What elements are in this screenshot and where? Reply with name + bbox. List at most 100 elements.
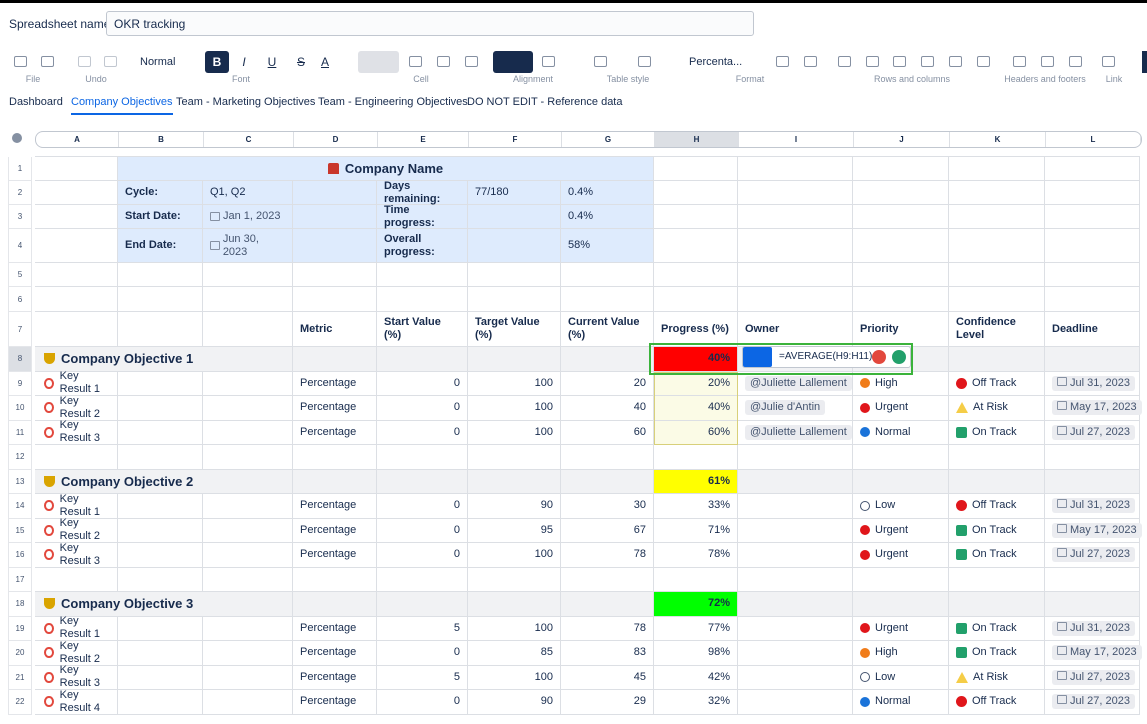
cell[interactable] xyxy=(654,229,738,263)
cell[interactable] xyxy=(853,568,949,593)
cell[interactable] xyxy=(738,494,853,519)
cell[interactable]: Key Result 2 xyxy=(35,641,118,666)
cell[interactable] xyxy=(203,494,293,519)
format-select[interactable]: Percenta... xyxy=(689,56,742,68)
cell[interactable]: 5 xyxy=(377,666,468,691)
cell[interactable] xyxy=(118,617,203,642)
cell[interactable] xyxy=(1045,287,1140,312)
cell[interactable] xyxy=(1045,229,1140,263)
cell[interactable]: On Track xyxy=(949,543,1045,568)
cell[interactable] xyxy=(468,445,561,470)
cell[interactable] xyxy=(654,568,738,593)
cell[interactable] xyxy=(853,287,949,312)
cell[interactable] xyxy=(853,157,949,181)
cell[interactable] xyxy=(35,287,118,312)
cell[interactable]: Days remaining: xyxy=(377,181,468,205)
cell[interactable] xyxy=(35,263,118,287)
cell[interactable]: Q1, Q2 xyxy=(203,181,293,205)
cell[interactable] xyxy=(203,641,293,666)
cell[interactable] xyxy=(949,287,1045,312)
cell[interactable] xyxy=(35,205,118,229)
cell[interactable] xyxy=(203,445,293,470)
cell[interactable]: 0 xyxy=(377,519,468,544)
name-input[interactable]: OKR tracking xyxy=(106,11,754,36)
cell[interactable]: Normal xyxy=(853,690,949,715)
cell[interactable] xyxy=(118,494,203,519)
cell[interactable] xyxy=(468,229,561,263)
cell[interactable] xyxy=(1045,181,1140,205)
cell[interactable] xyxy=(1045,568,1140,593)
cell[interactable] xyxy=(561,445,654,470)
cell[interactable] xyxy=(738,519,853,544)
cell[interactable] xyxy=(1045,445,1140,470)
cell[interactable] xyxy=(377,568,468,593)
cell[interactable]: Urgent xyxy=(853,543,949,568)
cell[interactable] xyxy=(377,263,468,287)
cell[interactable]: 83 xyxy=(561,641,654,666)
cell[interactable]: On Track xyxy=(949,421,1045,446)
tab[interactable]: Company Objectives xyxy=(71,96,173,108)
cell[interactable]: 78 xyxy=(561,617,654,642)
cell[interactable] xyxy=(654,205,738,229)
cell[interactable] xyxy=(377,470,468,495)
cell[interactable]: @Juliette Lallement xyxy=(738,372,853,397)
cell[interactable] xyxy=(293,445,377,470)
cell[interactable] xyxy=(1045,347,1140,372)
cell[interactable] xyxy=(468,592,561,617)
cell[interactable]: At Risk xyxy=(949,666,1045,691)
cell[interactable]: Jul 27, 2023 xyxy=(1045,421,1140,446)
cell[interactable]: Time progress: xyxy=(377,205,468,229)
cell[interactable]: Priority xyxy=(853,312,949,347)
cell[interactable]: Percentage xyxy=(293,666,377,691)
cell[interactable]: High xyxy=(853,372,949,397)
cell[interactable] xyxy=(853,445,949,470)
cell[interactable] xyxy=(949,157,1045,181)
cell[interactable]: Percentage xyxy=(293,690,377,715)
cell[interactable]: Target Value (%) xyxy=(468,312,561,347)
cell[interactable]: 98% xyxy=(654,641,738,666)
cell[interactable] xyxy=(654,287,738,312)
cell[interactable] xyxy=(203,690,293,715)
cell[interactable]: Jul 31, 2023 xyxy=(1045,494,1140,519)
cell[interactable] xyxy=(377,347,468,372)
cell[interactable] xyxy=(468,568,561,593)
cell[interactable]: 100 xyxy=(468,372,561,397)
cell[interactable]: Key Result 4 xyxy=(35,690,118,715)
cell[interactable]: Current Value (%) xyxy=(561,312,654,347)
underline-button[interactable]: U xyxy=(262,51,282,73)
cell[interactable] xyxy=(949,347,1045,372)
tab[interactable]: Dashboard xyxy=(9,96,63,108)
cell[interactable] xyxy=(377,287,468,312)
cell[interactable] xyxy=(949,263,1045,287)
cell[interactable] xyxy=(949,445,1045,470)
cell[interactable]: High xyxy=(853,641,949,666)
cell[interactable]: Jul 27, 2023 xyxy=(1045,543,1140,568)
tab[interactable]: Team - Marketing Objectives xyxy=(176,96,315,108)
cell[interactable]: End Date: xyxy=(118,229,203,263)
cell[interactable]: 77% xyxy=(654,617,738,642)
cell[interactable]: 78% xyxy=(654,543,738,568)
cell[interactable] xyxy=(738,445,853,470)
cell[interactable] xyxy=(118,421,203,446)
cell[interactable] xyxy=(738,287,853,312)
cell[interactable] xyxy=(377,445,468,470)
cell[interactable]: 95 xyxy=(468,519,561,544)
cell[interactable]: Deadline xyxy=(1045,312,1140,347)
style-select[interactable]: Normal xyxy=(140,56,175,68)
cell[interactable]: Low xyxy=(853,666,949,691)
cell[interactable]: 42% xyxy=(654,666,738,691)
cell[interactable] xyxy=(203,568,293,593)
cell[interactable] xyxy=(35,312,118,347)
cell[interactable] xyxy=(1045,470,1140,495)
cell[interactable]: On Track xyxy=(949,519,1045,544)
cell[interactable]: Metric xyxy=(293,312,377,347)
cell[interactable]: Key Result 1 xyxy=(35,494,118,519)
cell[interactable]: Key Result 1 xyxy=(35,372,118,397)
cell[interactable]: Jul 27, 2023 xyxy=(1045,690,1140,715)
cell[interactable] xyxy=(468,470,561,495)
cell[interactable]: 45 xyxy=(561,666,654,691)
cell[interactable]: 0 xyxy=(377,543,468,568)
cell[interactable]: 29 xyxy=(561,690,654,715)
cell[interactable] xyxy=(561,347,654,372)
cell[interactable] xyxy=(293,205,377,229)
